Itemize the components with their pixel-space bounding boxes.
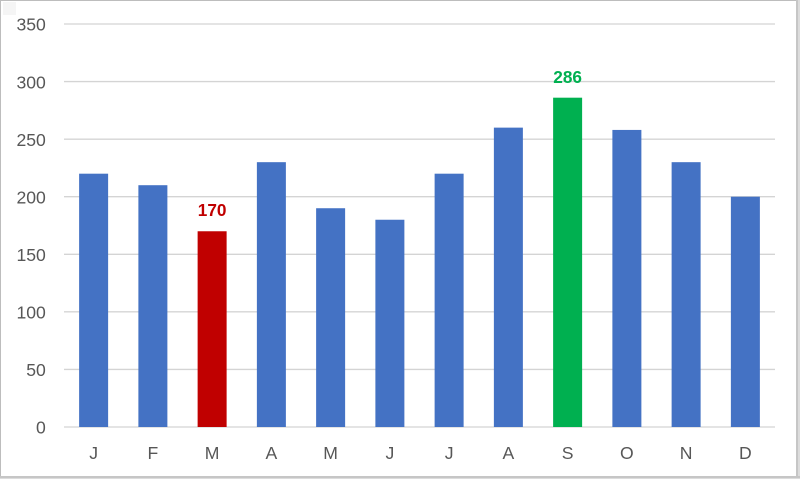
svg-text:50: 50 (26, 360, 46, 380)
svg-text:O: O (620, 443, 634, 463)
svg-text:A: A (266, 443, 278, 463)
svg-text:150: 150 (16, 245, 46, 265)
svg-text:300: 300 (16, 72, 46, 92)
svg-text:170: 170 (198, 200, 227, 220)
svg-text:250: 250 (16, 130, 46, 150)
svg-text:J: J (445, 443, 454, 463)
svg-text:A: A (503, 443, 515, 463)
svg-text:350: 350 (16, 15, 46, 35)
svg-text:M: M (205, 443, 220, 463)
svg-text:200: 200 (16, 187, 46, 207)
svg-text:N: N (680, 443, 693, 463)
svg-text:M: M (323, 443, 338, 463)
svg-text:F: F (148, 443, 159, 463)
svg-text:D: D (739, 443, 752, 463)
svg-text:0: 0 (36, 418, 46, 438)
svg-text:100: 100 (16, 303, 46, 323)
svg-text:J: J (385, 443, 394, 463)
svg-text:286: 286 (553, 67, 582, 87)
svg-text:J: J (89, 443, 98, 463)
svg-text:S: S (562, 443, 574, 463)
